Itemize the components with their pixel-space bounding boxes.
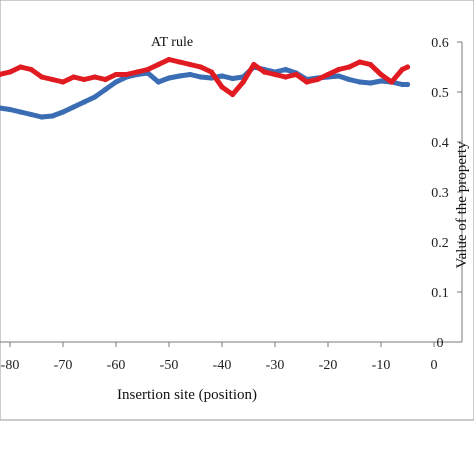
data-point (261, 69, 267, 75)
x-tick-label: -50 (160, 358, 179, 373)
data-point (134, 69, 140, 75)
data-point (81, 76, 87, 83)
data-point (177, 73, 183, 79)
data-point (304, 79, 310, 85)
data-point (81, 99, 87, 105)
data-point (155, 79, 161, 85)
data-point (208, 69, 214, 75)
data-point (367, 80, 373, 86)
data-point (389, 79, 395, 85)
y-tick-label: 0.4 (431, 136, 449, 151)
data-point (60, 109, 66, 115)
y-axis-title: Value of the property (454, 141, 470, 269)
data-point (219, 84, 225, 90)
x-tick-label: -10 (372, 358, 391, 373)
data-point (198, 64, 204, 70)
data-point (102, 76, 108, 83)
data-point (367, 61, 373, 68)
plot-area: -80 -70 -60 -50 -40 -30 -20 -10 0 0 0.1 0.2 0.3 0.4 0.… (0, 36, 463, 373)
x-axis-title: Insertion site (position) (117, 387, 257, 403)
data-point (7, 69, 13, 75)
data-point (113, 71, 119, 78)
data-point (28, 111, 34, 118)
data-point (336, 73, 342, 79)
data-point (187, 71, 193, 78)
x-tick-label: -70 (54, 358, 73, 373)
data-point (230, 91, 236, 98)
data-point (124, 71, 130, 78)
data-point (357, 59, 363, 65)
data-point (272, 71, 278, 78)
data-point (71, 104, 77, 110)
data-point (0, 105, 2, 111)
x-tick-label: -60 (107, 358, 126, 373)
data-point (399, 66, 405, 73)
data-point (314, 76, 320, 83)
data-point (404, 64, 411, 70)
x-tick-label: -20 (319, 358, 338, 373)
data-point (187, 61, 193, 68)
data-point (92, 94, 98, 100)
x-tick-label: 0 (431, 358, 438, 373)
data-point (404, 81, 411, 88)
data-point (18, 64, 24, 70)
data-point (7, 106, 13, 113)
data-point (240, 79, 246, 85)
data-point (71, 74, 77, 80)
data-point (49, 76, 56, 83)
x-tick-label: -40 (213, 358, 232, 373)
x-tick-label: -80 (1, 358, 20, 373)
y-tick-label: 0.6 (431, 36, 449, 51)
data-point (283, 66, 289, 73)
data-point (251, 61, 257, 68)
y-tick-label: 0.1 (431, 286, 449, 301)
data-point (336, 66, 342, 73)
data-point (346, 64, 352, 70)
y-tick-label: 0.3 (431, 186, 449, 201)
data-point (102, 86, 108, 93)
data-point (283, 74, 289, 80)
data-point (49, 113, 56, 119)
chart-border (0, 0, 474, 421)
chart-title: AT rule (151, 35, 193, 50)
y-tick-label: 0.2 (431, 236, 449, 251)
data-point (198, 74, 204, 80)
data-point (357, 79, 363, 85)
y-tick-label: 0.5 (431, 86, 449, 101)
data-point (399, 81, 405, 88)
data-point (39, 74, 45, 80)
data-point (92, 74, 98, 80)
data-point (293, 71, 299, 78)
data-point (378, 71, 384, 78)
data-point (177, 59, 183, 65)
data-point (166, 56, 172, 63)
data-point (0, 71, 2, 78)
data-point (155, 61, 161, 68)
data-point (346, 76, 352, 83)
data-point (60, 79, 66, 85)
data-point (28, 66, 34, 73)
x-tick-label: -30 (266, 358, 285, 373)
y-tick-label: 0 (437, 336, 444, 351)
data-point (219, 73, 225, 79)
data-point (166, 75, 172, 81)
data-point (18, 109, 24, 115)
data-point (39, 114, 45, 120)
data-point (230, 75, 236, 82)
data-point (145, 66, 151, 73)
data-point (325, 71, 331, 78)
data-point (113, 79, 119, 85)
data-point (378, 78, 384, 84)
